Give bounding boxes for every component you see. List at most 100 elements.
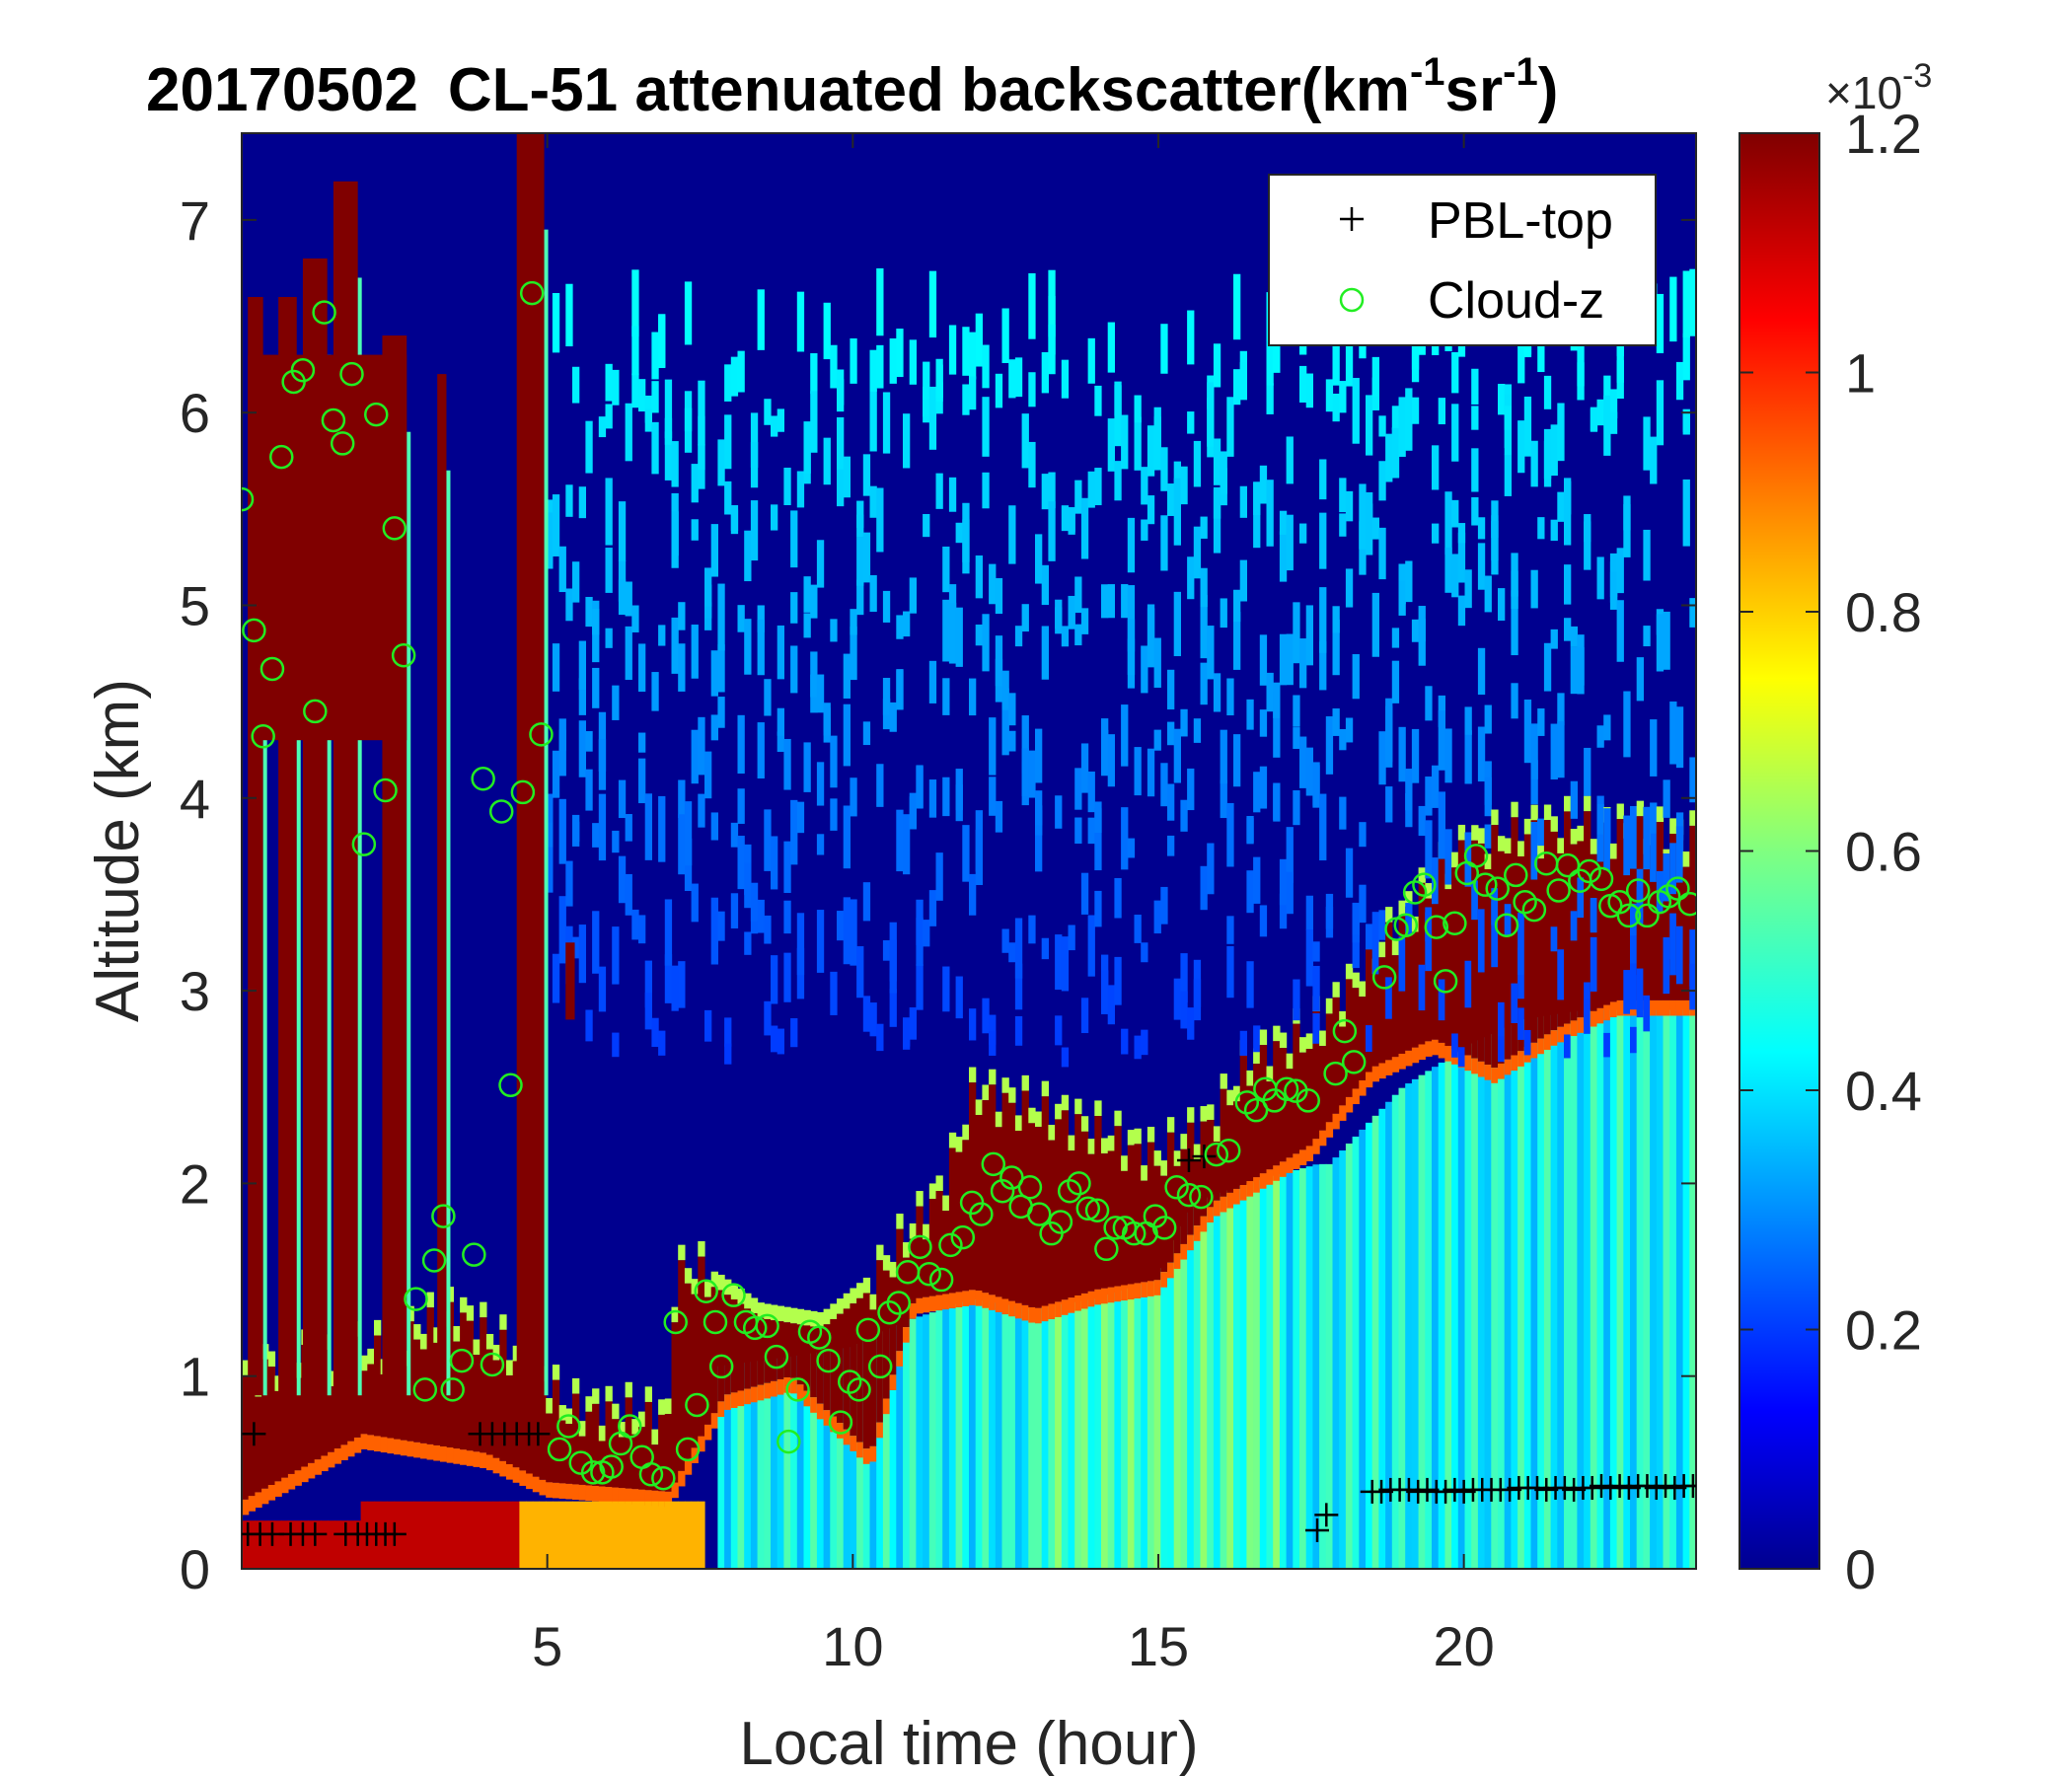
heatmap-cell — [969, 1290, 977, 1305]
heatmap-cell — [1577, 646, 1585, 695]
heatmap-cell — [1570, 1011, 1578, 1569]
heatmap-cell — [671, 441, 679, 487]
cloud-z-marker — [1151, 1216, 1177, 1240]
heatmap-cell — [1656, 1009, 1665, 1569]
heatmap-cell — [1061, 626, 1070, 647]
heatmap-cell — [1689, 757, 1696, 803]
heatmap-cell — [730, 1298, 739, 1393]
heatmap-cell — [1425, 1071, 1433, 1569]
y-tick-label: 3 — [180, 960, 210, 1022]
heatmap-cell — [1266, 340, 1274, 386]
heatmap-cell — [816, 762, 825, 806]
heatmap-cell — [717, 1401, 725, 1418]
heatmap-cell — [512, 1345, 520, 1362]
heatmap-cell — [1517, 1021, 1525, 1569]
heatmap-cell — [618, 855, 627, 904]
heatmap-cell — [975, 313, 983, 367]
heatmap-cell — [1517, 913, 1525, 975]
heatmap-cell — [308, 1462, 316, 1479]
heatmap-cell — [1134, 1144, 1142, 1284]
heatmap-cell — [261, 1520, 269, 1569]
heatmap-cell — [1061, 1299, 1070, 1315]
heatmap-cell — [1457, 523, 1466, 544]
heatmap-cell — [558, 896, 566, 964]
heatmap-cell — [242, 1375, 250, 1500]
heatmap-cell — [1312, 1164, 1320, 1569]
heatmap-cell — [1220, 1073, 1227, 1089]
heatmap-cell — [1689, 929, 1696, 987]
cloud-z-marker — [1371, 965, 1397, 990]
heatmap-cell — [1253, 1048, 1261, 1065]
heatmap-cell — [969, 678, 977, 716]
heatmap-cell — [823, 707, 831, 736]
heatmap-cell — [1471, 406, 1479, 430]
heatmap-cell — [1464, 1046, 1472, 1569]
heatmap-cell — [1564, 1034, 1572, 1059]
heatmap-cell — [1689, 268, 1696, 336]
heatmap-cell — [1378, 941, 1386, 958]
heatmap-cell — [750, 1313, 759, 1387]
heatmap-cell — [480, 1317, 487, 1453]
heatmap-cell — [1312, 1011, 1320, 1140]
heatmap-cell — [1550, 424, 1558, 477]
heatmap-cell — [242, 1360, 250, 1376]
heatmap-cell — [1127, 1288, 1136, 1569]
heatmap-cell — [942, 1294, 950, 1310]
heatmap-cell — [651, 332, 659, 380]
heatmap-cell — [935, 1310, 943, 1569]
heatmap-cell — [955, 1151, 963, 1293]
heatmap-cell — [1246, 1085, 1254, 1182]
colorbar-tick-label: 0.2 — [1845, 1299, 1922, 1362]
heatmap-cell — [506, 1375, 514, 1464]
heatmap-cell — [360, 1434, 368, 1449]
heatmap-cell — [810, 1326, 818, 1398]
heatmap-cell — [1477, 517, 1486, 540]
heatmap-cell — [744, 530, 752, 582]
heatmap-cell — [698, 1436, 705, 1452]
heatmap-cell — [631, 1419, 639, 1435]
heatmap-cell — [916, 1297, 924, 1314]
heatmap-cell — [909, 577, 917, 614]
heatmap-cell — [572, 1501, 580, 1569]
heatmap-cell — [684, 281, 693, 345]
heatmap-cell — [783, 467, 791, 505]
heatmap-cell — [1332, 393, 1340, 422]
cloud-z-marker — [1103, 1216, 1128, 1240]
heatmap-cell — [1603, 822, 1611, 1005]
heatmap-cell — [1543, 820, 1552, 1035]
y-tick-label: 1 — [180, 1346, 210, 1408]
heatmap-cell — [935, 358, 943, 399]
heatmap-cell — [1293, 1153, 1300, 1169]
heatmap-cell — [1444, 829, 1452, 885]
heatmap-cell — [407, 1441, 414, 1457]
heatmap-cell — [1041, 1306, 1049, 1569]
heatmap-cell — [1471, 1058, 1479, 1074]
heatmap-cell — [1584, 514, 1591, 570]
heatmap-cell — [955, 522, 963, 544]
heatmap-cell — [1107, 1295, 1115, 1569]
heatmap-cell — [777, 1028, 784, 1055]
heatmap-cell — [1530, 760, 1538, 805]
heatmap-cell — [1636, 968, 1644, 1013]
heatmap-cell — [1253, 772, 1261, 813]
heatmap-cell — [565, 860, 573, 907]
heatmap-cell — [598, 966, 607, 1012]
heatmap-cell — [1457, 824, 1466, 841]
heatmap-cell — [803, 1354, 811, 1569]
heatmap-cell — [1273, 692, 1281, 758]
heatmap-cell — [771, 1359, 778, 1569]
heatmap-cell — [1147, 1282, 1155, 1569]
heatmap-cell — [1464, 569, 1472, 609]
heatmap-cell — [671, 1322, 679, 1483]
heatmap-cell — [1048, 501, 1056, 561]
heatmap-cell — [671, 617, 679, 674]
heatmap-cell — [328, 1451, 335, 1468]
heatmap-cell — [419, 1443, 428, 1459]
cloud-z-marker — [777, 1429, 801, 1454]
heatmap-cell — [625, 403, 632, 462]
heatmap-cell — [1305, 1033, 1313, 1050]
cloud-z-marker — [391, 643, 416, 668]
cloud-z-marker — [351, 832, 377, 856]
heatmap-cell — [1160, 447, 1168, 491]
heatmap-cell — [1570, 1020, 1578, 1037]
